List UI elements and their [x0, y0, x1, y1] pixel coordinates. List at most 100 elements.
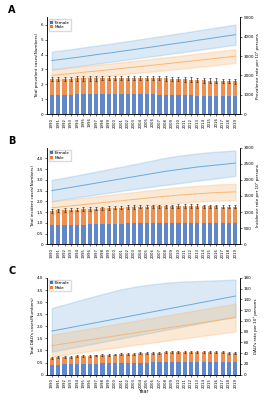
Bar: [75, 210, 79, 225]
Bar: [119, 363, 123, 374]
Bar: [202, 362, 206, 374]
Bar: [157, 206, 161, 223]
Bar: [176, 362, 181, 374]
Bar: [189, 96, 193, 114]
Bar: [233, 81, 238, 96]
Bar: [202, 206, 206, 223]
Legend: Female, Male: Female, Male: [49, 20, 71, 30]
Bar: [208, 96, 212, 114]
Bar: [145, 223, 149, 244]
Bar: [113, 208, 117, 224]
Bar: [81, 209, 86, 224]
Bar: [157, 353, 161, 362]
Y-axis label: Total incident cases(Numbers): Total incident cases(Numbers): [31, 165, 35, 227]
Bar: [119, 94, 123, 114]
Bar: [151, 223, 155, 244]
Bar: [233, 96, 238, 114]
Bar: [202, 352, 206, 362]
Bar: [145, 78, 149, 94]
Bar: [170, 206, 174, 223]
Bar: [126, 354, 130, 363]
Bar: [233, 224, 238, 244]
Bar: [221, 362, 225, 374]
Bar: [164, 223, 168, 244]
Bar: [56, 95, 60, 114]
Bar: [69, 94, 73, 114]
Bar: [63, 94, 66, 114]
Bar: [88, 209, 92, 224]
Bar: [221, 81, 225, 96]
Bar: [56, 365, 60, 374]
Bar: [69, 357, 73, 364]
Bar: [183, 95, 187, 114]
Bar: [81, 364, 86, 374]
Bar: [145, 207, 149, 223]
Bar: [227, 362, 231, 374]
Bar: [50, 79, 54, 95]
Bar: [126, 363, 130, 374]
Bar: [189, 362, 193, 374]
Bar: [63, 210, 66, 225]
Bar: [170, 352, 174, 362]
Text: 1e7: 1e7: [51, 150, 60, 154]
Bar: [113, 354, 117, 363]
Bar: [138, 94, 143, 114]
Text: C: C: [8, 266, 15, 276]
Bar: [101, 355, 105, 364]
Bar: [170, 79, 174, 95]
Bar: [101, 78, 105, 94]
Bar: [69, 364, 73, 374]
Bar: [227, 352, 231, 362]
Y-axis label: DALYs rate per 10⁵ persons: DALYs rate per 10⁵ persons: [253, 298, 258, 354]
Bar: [69, 210, 73, 225]
Bar: [119, 354, 123, 363]
Bar: [69, 225, 73, 244]
Bar: [75, 225, 79, 244]
Bar: [227, 81, 231, 96]
Bar: [195, 80, 200, 96]
Bar: [195, 352, 200, 362]
Bar: [151, 206, 155, 223]
Bar: [176, 352, 181, 362]
Bar: [132, 363, 136, 374]
Text: 1e7: 1e7: [51, 19, 60, 24]
Bar: [94, 78, 98, 94]
Bar: [208, 352, 212, 362]
Legend: Female, Male: Female, Male: [49, 150, 71, 161]
Bar: [189, 223, 193, 244]
Bar: [145, 353, 149, 362]
Bar: [63, 364, 66, 374]
Bar: [170, 223, 174, 244]
Bar: [214, 96, 218, 114]
Text: 1e6: 1e6: [51, 280, 60, 285]
Bar: [113, 363, 117, 374]
Bar: [157, 94, 161, 114]
Bar: [189, 352, 193, 362]
Bar: [113, 224, 117, 244]
Bar: [88, 224, 92, 244]
Bar: [132, 207, 136, 224]
Bar: [183, 79, 187, 95]
Bar: [221, 352, 225, 362]
Bar: [138, 353, 143, 362]
Bar: [69, 79, 73, 94]
Bar: [63, 225, 66, 244]
Bar: [107, 78, 111, 94]
Bar: [50, 211, 54, 226]
Bar: [126, 94, 130, 114]
Bar: [119, 224, 123, 244]
Bar: [56, 79, 60, 95]
Bar: [126, 224, 130, 244]
Bar: [227, 96, 231, 114]
Bar: [233, 353, 238, 362]
Bar: [101, 208, 105, 224]
Bar: [94, 224, 98, 244]
Bar: [88, 364, 92, 374]
Bar: [81, 78, 86, 94]
Bar: [126, 207, 130, 224]
Bar: [151, 78, 155, 94]
Bar: [88, 356, 92, 364]
Bar: [94, 209, 98, 224]
Bar: [138, 223, 143, 244]
Bar: [94, 364, 98, 374]
